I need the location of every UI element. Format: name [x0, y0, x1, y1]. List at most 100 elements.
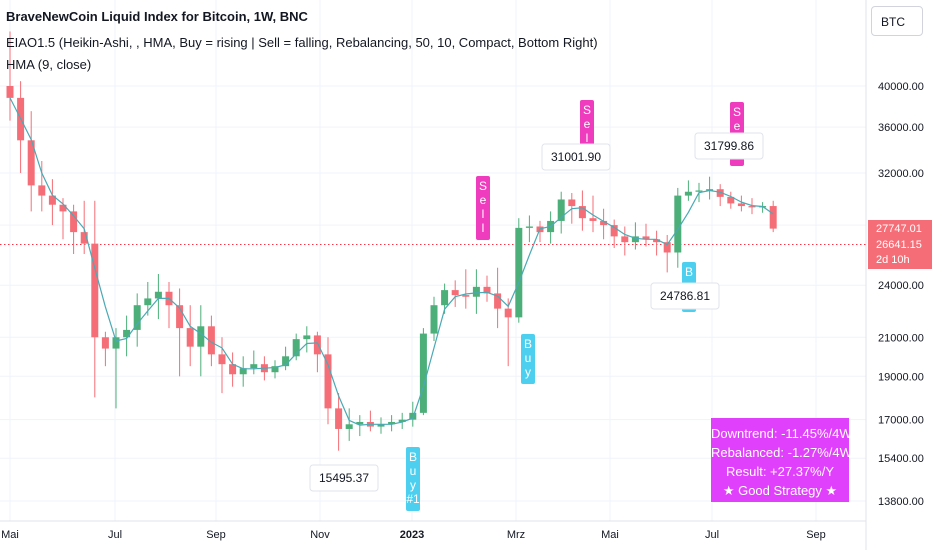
- candle-body: [239, 368, 247, 375]
- candle-body: [70, 211, 78, 233]
- candle-body: [769, 206, 777, 229]
- candle-body: [419, 333, 427, 413]
- sell-signal-label: [476, 176, 490, 240]
- candle-body: [398, 419, 406, 422]
- candle-body: [462, 295, 470, 297]
- time-tick-label: Jul: [108, 529, 122, 541]
- candle-body: [441, 290, 449, 306]
- price-tick-label: 32000.00: [878, 168, 924, 180]
- candle-body: [123, 329, 131, 338]
- price-tick-label: 19000.00: [878, 371, 924, 383]
- candle-body: [568, 199, 576, 207]
- high-annotation-box: [541, 143, 611, 171]
- candle-body: [48, 195, 56, 205]
- signal-char: l: [586, 131, 589, 145]
- signal-char: y: [410, 478, 416, 492]
- candle-body: [727, 196, 735, 204]
- time-tick-label: Nov: [310, 529, 330, 541]
- candle-body: [716, 189, 724, 197]
- prev-price-tag: [868, 235, 932, 269]
- price-tick-label: 17000.00: [878, 415, 924, 427]
- last-price-value: 27747.01: [876, 223, 922, 235]
- signal-char: e: [584, 117, 591, 131]
- time-tick-label: Mai: [601, 529, 619, 541]
- candle-body: [282, 356, 290, 367]
- signal-char: y: [525, 365, 531, 379]
- strategy-stats-box: Downtrend: -11.45%/4W Rebalanced: -1.27%…: [711, 418, 852, 502]
- signal-char: u: [525, 351, 532, 365]
- candle-body: [737, 203, 745, 207]
- candle-body: [292, 339, 300, 357]
- low-annotation-box: [650, 282, 720, 310]
- candle-body: [218, 354, 226, 365]
- candle-body: [6, 86, 14, 98]
- hma-legend[interactable]: HMA (9, close): [6, 57, 92, 72]
- buy-signal-label: [521, 334, 535, 384]
- signal-char: e: [480, 193, 487, 207]
- candle-body: [388, 421, 396, 425]
- candle-body: [515, 227, 523, 318]
- price-labels: 27747.01 26641.15 2d 10h: [868, 220, 932, 269]
- candle-body: [144, 298, 152, 306]
- candle-body: [748, 206, 756, 208]
- high-annotation-box: [694, 132, 764, 160]
- candle-body: [504, 308, 512, 318]
- stat-rating: ★ Good Strategy ★: [722, 483, 838, 498]
- time-tick-label: Jul: [705, 529, 719, 541]
- last-price-tag: [868, 220, 932, 237]
- bar-countdown: 2d 10h: [876, 254, 910, 266]
- time-axis[interactable]: Mai Jul Sep Nov 2023 Mrz Mai Jul Sep: [1, 529, 826, 541]
- symbol-title: BraveNewCoin Liquid Index for Bitcoin, 1…: [6, 9, 308, 24]
- candle-body: [80, 232, 88, 244]
- signal-char: B: [524, 337, 532, 351]
- candle-body: [313, 335, 321, 355]
- candle-body: [430, 305, 438, 334]
- signal-char: B: [409, 450, 417, 464]
- price-tick-label: 13800.00: [878, 496, 924, 508]
- candle-body: [653, 239, 661, 243]
- candle-body: [663, 242, 671, 253]
- low-annotation-box: [309, 464, 379, 492]
- signal-char: S: [583, 103, 591, 117]
- candle-body: [642, 236, 650, 240]
- candle-body: [674, 195, 682, 253]
- stat-downtrend: Downtrend: -11.45%/4W: [711, 426, 852, 441]
- candle-body: [525, 226, 533, 228]
- signal-char: u: [410, 464, 417, 478]
- signal-char: l: [482, 221, 485, 235]
- candle-body: [229, 364, 237, 375]
- annotation-value: 31001.90: [551, 150, 601, 164]
- signal-char: B: [685, 265, 693, 279]
- signal-char: #1: [406, 492, 420, 506]
- candle-body: [250, 364, 258, 369]
- annotation-value: 15495.37: [319, 471, 369, 485]
- candle-body: [101, 337, 109, 349]
- candle-body: [589, 218, 597, 221]
- candle-body: [91, 243, 99, 338]
- candle-body: [133, 305, 141, 330]
- stat-rebalanced: Rebalanced: -1.27%/4W: [711, 445, 852, 460]
- candle-body: [335, 408, 343, 429]
- price-tick-label: 24000.00: [878, 280, 924, 292]
- candle-body: [59, 204, 67, 212]
- signal-char: S: [479, 179, 487, 193]
- candle-body: [377, 424, 385, 427]
- hma-line: [9, 97, 774, 426]
- signal-char: l: [482, 207, 485, 221]
- time-tick-label: Mrz: [507, 529, 525, 541]
- candle-body: [494, 293, 502, 309]
- signal-char: e: [734, 119, 741, 133]
- candle-body: [154, 291, 162, 299]
- candle-body: [271, 366, 279, 373]
- time-tick-label: Sep: [206, 529, 226, 541]
- price-tick-label: 15400.00: [878, 453, 924, 465]
- candle-body: [695, 190, 703, 192]
- price-tick-label: 40000.00: [878, 81, 924, 93]
- time-tick-label: Sep: [806, 529, 826, 541]
- price-axis[interactable]: 40000.0036000.0032000.0028000.0024000.00…: [878, 81, 924, 508]
- candle-body: [345, 424, 353, 429]
- indicator-legend[interactable]: EIAO1.5 (Heikin-Ashi, , HMA, Buy = risin…: [6, 35, 598, 50]
- symbol-badge[interactable]: BTC: [871, 6, 923, 36]
- candle-body: [451, 290, 459, 296]
